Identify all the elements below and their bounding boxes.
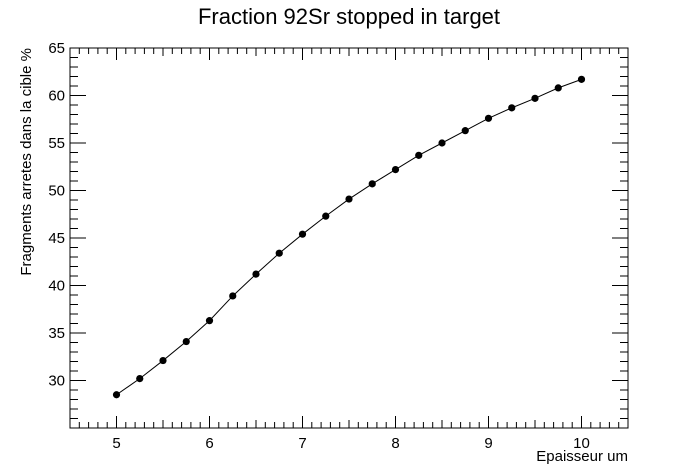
- data-point: [252, 270, 260, 278]
- data-point: [205, 317, 214, 325]
- plot-frame: [69, 47, 629, 429]
- x-axis-label: Epaisseur um: [536, 448, 628, 465]
- y-tick-label: 35: [48, 325, 65, 342]
- axis-ticks: 5 6 7 8 9 10 30 35 40 45 50 55 60 65: [48, 40, 628, 452]
- data-point: [391, 166, 400, 174]
- y-tick-label: 65: [48, 40, 65, 57]
- data-point: [322, 212, 330, 220]
- y-tick-label: 50: [48, 183, 65, 200]
- y-tick-label: 30: [48, 373, 65, 390]
- data-point: [229, 292, 237, 300]
- data-point: [275, 249, 283, 257]
- y-tick-label: 55: [48, 135, 65, 152]
- x-tick-label: 5: [112, 435, 120, 452]
- data-point: [368, 180, 376, 188]
- data-point: [531, 94, 539, 102]
- y-tick-label: 40: [48, 278, 65, 295]
- series-group: [112, 75, 586, 399]
- data-point: [112, 391, 121, 399]
- y-axis-label: Fragments arretes dans la cible %: [18, 48, 35, 276]
- data-point: [415, 151, 423, 159]
- x-tick-label: 6: [205, 435, 213, 452]
- x-tick-label: 8: [391, 435, 399, 452]
- y-tick-label: 60: [48, 88, 65, 105]
- data-point: [438, 139, 446, 147]
- y-tick-label: 45: [48, 230, 65, 247]
- data-point: [508, 104, 516, 112]
- data-point: [554, 84, 562, 92]
- data-point: [159, 356, 167, 365]
- data-point: [577, 75, 586, 83]
- data-point: [484, 114, 493, 122]
- x-tick-label: 9: [484, 435, 492, 452]
- x-tick-label: 10: [573, 435, 590, 452]
- x-tick-label: 7: [298, 435, 306, 452]
- data-point: [298, 230, 307, 238]
- series-line: [116, 78, 582, 396]
- data-point: [136, 375, 144, 383]
- chart-title: Fraction 92Sr stopped in target: [198, 4, 500, 29]
- data-point: [182, 337, 190, 346]
- data-point: [461, 127, 469, 135]
- data-point: [345, 195, 353, 203]
